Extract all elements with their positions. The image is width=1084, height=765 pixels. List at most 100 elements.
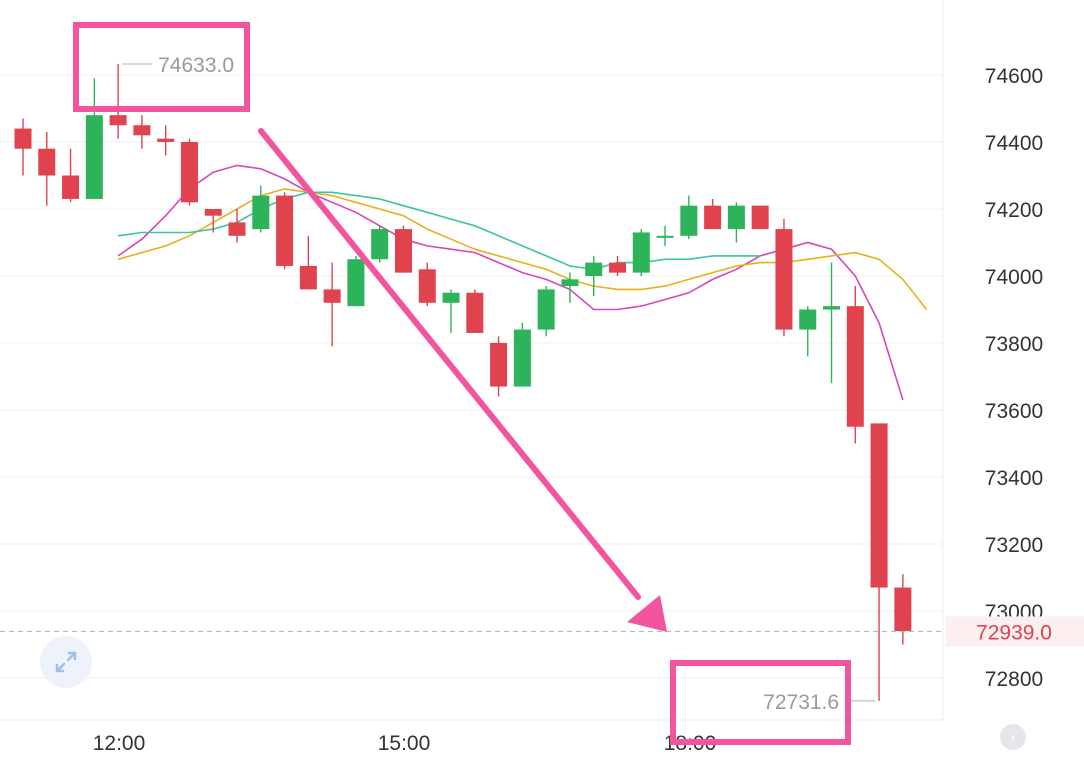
candle: [537, 286, 555, 337]
price-tick-label: 73200: [985, 534, 1043, 557]
candle-body: [799, 309, 817, 330]
candles: [14, 63, 912, 701]
candle: [394, 225, 412, 273]
candle-body: [894, 587, 912, 632]
time-axis: 12:00 15:00 18:00: [93, 732, 717, 755]
candle-body: [109, 115, 127, 126]
candle-body: [513, 329, 531, 387]
candle: [180, 138, 198, 206]
candle: [14, 118, 32, 176]
candle-body: [14, 128, 32, 149]
candle-body: [323, 289, 341, 303]
candle: [846, 286, 864, 444]
time-tick-label: 15:00: [378, 732, 431, 755]
candle-body: [680, 205, 698, 236]
candle-body: [252, 195, 270, 230]
candle-body: [62, 175, 80, 199]
candle: [799, 306, 817, 357]
candle: [609, 255, 626, 276]
price-axis: 74600 74400 74200 74000 73800 73600 73400 73200…: [985, 65, 1043, 691]
low-annotation: 72731.6: [763, 691, 839, 714]
grid-lines: [0, 74, 943, 679]
current-price-label: 72939.0: [976, 621, 1052, 644]
candle: [204, 209, 222, 233]
candle-body: [371, 229, 389, 260]
candle-body: [537, 289, 555, 330]
k-line-icon[interactable]: ‹: [1000, 724, 1026, 750]
candle-body: [38, 148, 56, 176]
candle: [323, 262, 341, 347]
candle-body: [561, 279, 579, 287]
candle: [680, 195, 698, 240]
high-highlight-box: [73, 22, 250, 112]
candle-body: [204, 209, 222, 216]
candle: [157, 125, 175, 156]
price-tick-label: 74200: [985, 199, 1043, 222]
candle: [62, 148, 80, 203]
candle: [775, 219, 793, 337]
candle-body: [347, 259, 365, 307]
candle-body: [228, 222, 246, 236]
candle: [276, 192, 294, 270]
candle-body: [609, 262, 626, 273]
expand-icon: [55, 651, 77, 673]
candle-body: [870, 423, 888, 588]
candle: [751, 205, 769, 230]
downtrend-arrow-shaft: [258, 128, 641, 600]
candle-body: [418, 269, 436, 303]
candle: [513, 322, 531, 387]
candle: [632, 229, 650, 276]
candle: [418, 262, 436, 307]
price-tick-label: 73600: [985, 400, 1043, 423]
price-tick-label: 74400: [985, 132, 1043, 155]
candle: [490, 336, 508, 397]
candle-body: [632, 232, 650, 273]
candle-body: [299, 265, 317, 290]
candle-body: [490, 343, 508, 387]
candle: [133, 115, 151, 149]
price-tick-label: 72800: [985, 668, 1043, 691]
candle-body: [823, 306, 841, 310]
candle-body: [846, 306, 864, 427]
moving-average-line: [117, 188, 928, 310]
candle: [823, 262, 841, 384]
candle: [585, 255, 603, 297]
candle-body: [157, 138, 175, 142]
candle-body: [727, 205, 745, 230]
candle-body: [656, 235, 674, 238]
candle-body: [466, 292, 484, 333]
candle-body: [394, 229, 412, 273]
candle-body: [180, 142, 198, 203]
candle: [704, 198, 722, 230]
candle: [727, 202, 745, 243]
candle: [347, 255, 365, 307]
price-tick-label: 73400: [985, 467, 1043, 490]
candle: [442, 289, 460, 333]
price-tick-label: 73800: [985, 333, 1043, 356]
candle: [561, 272, 579, 303]
candle: [109, 63, 127, 139]
price-tick-label: 74600: [985, 65, 1043, 88]
candle-body: [704, 205, 722, 230]
candle-body: [751, 205, 769, 230]
candle: [299, 235, 317, 290]
candle-body: [85, 115, 103, 199]
expand-chart-button[interactable]: [40, 636, 92, 688]
candle: [656, 225, 674, 246]
candle: [85, 78, 103, 199]
candle-body: [442, 292, 460, 303]
candle: [228, 209, 246, 243]
candle: [466, 289, 484, 333]
candle: [38, 131, 56, 206]
low-highlight-box: [670, 660, 851, 745]
downtrend-arrow-head: [627, 595, 667, 632]
candle: [371, 225, 389, 263]
candle-body: [276, 195, 294, 266]
candle: [870, 423, 888, 701]
candle-body: [133, 125, 151, 136]
candle: [894, 574, 912, 645]
moving-average-line: [117, 164, 904, 401]
candle-body: [775, 229, 793, 330]
high-annotation: 74633.0: [158, 54, 234, 77]
